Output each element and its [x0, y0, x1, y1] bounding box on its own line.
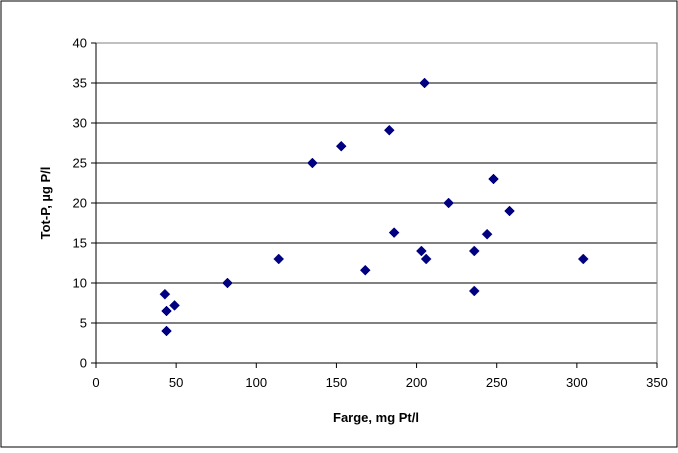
x-tick-label: 300	[566, 375, 588, 390]
x-tick-label: 250	[486, 375, 508, 390]
y-tick-label: 25	[73, 156, 87, 171]
y-tick-label: 10	[73, 276, 87, 291]
data-point	[388, 227, 400, 238]
data-point	[161, 325, 172, 337]
data-point	[488, 173, 499, 185]
x-axis-title: Farge, mg Pt/l	[333, 410, 419, 425]
data-point	[169, 300, 180, 311]
data-point	[161, 305, 172, 317]
y-tick-label: 35	[73, 76, 87, 91]
data-point	[468, 285, 480, 297]
data-point	[468, 245, 480, 257]
data-point	[307, 157, 318, 169]
data-point	[577, 253, 589, 265]
axes: 0 5 10 15 20 25 30 35 40 0 50 100 150 200 250 300 350	[73, 36, 668, 391]
data-point	[383, 124, 395, 136]
x-tick-label: 100	[245, 375, 267, 390]
data-point	[335, 140, 347, 152]
y-tick-label: 0	[80, 356, 87, 371]
data-points	[159, 77, 589, 337]
y-tick-label: 5	[80, 316, 87, 331]
data-point	[420, 253, 432, 265]
x-tick-label: 50	[169, 375, 183, 390]
y-axis-title: Tot-P, µg P/l	[38, 167, 53, 240]
x-tick-label: 350	[646, 375, 668, 390]
data-point	[222, 277, 233, 289]
data-point	[504, 205, 515, 217]
data-point	[481, 228, 493, 240]
data-point	[443, 197, 454, 209]
gridlines	[96, 42, 657, 324]
x-tick-label: 200	[406, 375, 428, 390]
data-point	[416, 245, 427, 257]
x-tick-label: 150	[326, 375, 348, 390]
y-tick-label: 40	[73, 36, 87, 51]
data-point	[273, 253, 285, 265]
data-point	[159, 288, 171, 300]
y-tick-label: 30	[73, 116, 87, 131]
y-tick-label: 15	[73, 236, 87, 251]
x-tick-label: 0	[92, 375, 99, 390]
y-tick-label: 20	[73, 196, 87, 211]
data-point	[359, 264, 371, 276]
data-point	[419, 77, 430, 89]
